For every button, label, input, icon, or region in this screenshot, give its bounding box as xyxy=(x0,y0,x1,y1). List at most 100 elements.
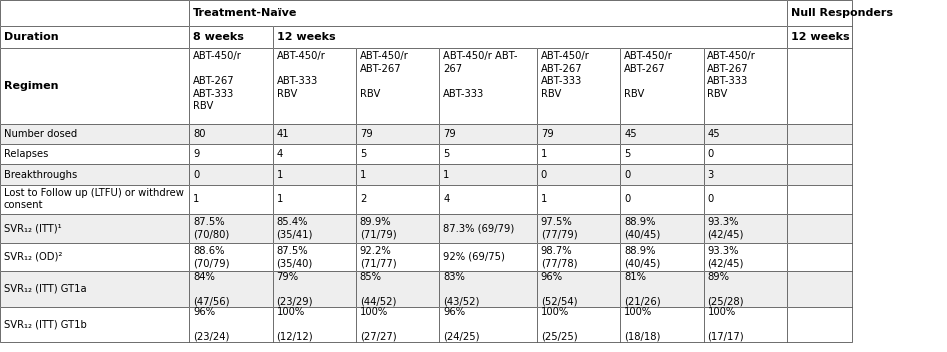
Bar xyxy=(0,214,189,243)
Bar xyxy=(273,214,356,243)
Bar xyxy=(787,164,852,185)
Bar xyxy=(787,214,852,243)
Text: 93.3%
(42/45): 93.3% (42/45) xyxy=(707,246,743,268)
Text: 5: 5 xyxy=(360,149,366,159)
Bar xyxy=(0,185,189,214)
Bar xyxy=(787,164,852,185)
Bar xyxy=(787,124,852,144)
Bar xyxy=(439,214,537,243)
Bar xyxy=(704,48,787,124)
Bar xyxy=(537,164,620,185)
Bar xyxy=(620,124,704,144)
Text: 0: 0 xyxy=(541,170,547,180)
Bar xyxy=(620,124,704,144)
Bar xyxy=(273,48,356,124)
Text: 96%

(23/24): 96% (23/24) xyxy=(193,307,229,341)
Bar xyxy=(439,185,537,214)
Bar xyxy=(356,307,439,342)
Text: 4: 4 xyxy=(443,194,450,204)
Text: 89%

(25/28): 89% (25/28) xyxy=(707,272,744,306)
Text: 85.4%
(35/41): 85.4% (35/41) xyxy=(277,217,313,239)
Bar xyxy=(787,243,852,271)
Bar xyxy=(189,164,273,185)
Bar xyxy=(620,164,704,185)
Text: 97.5%
(77/79): 97.5% (77/79) xyxy=(541,217,578,239)
Bar xyxy=(620,214,704,243)
Text: 92% (69/75): 92% (69/75) xyxy=(443,252,505,262)
Text: 88.9%
(40/45): 88.9% (40/45) xyxy=(624,217,660,239)
Bar xyxy=(189,185,273,214)
Text: ABT-450/r
ABT-267
ABT-333
RBV: ABT-450/r ABT-267 ABT-333 RBV xyxy=(541,51,590,99)
Bar xyxy=(439,164,537,185)
Bar xyxy=(189,124,273,144)
Text: 1: 1 xyxy=(443,170,450,180)
Bar xyxy=(787,26,852,48)
Text: 87.5%
(35/40): 87.5% (35/40) xyxy=(277,246,313,268)
Bar xyxy=(0,144,189,164)
Text: 88.9%
(40/45): 88.9% (40/45) xyxy=(624,246,660,268)
Bar xyxy=(787,243,852,271)
Bar xyxy=(189,48,273,124)
Bar xyxy=(273,164,356,185)
Bar xyxy=(787,214,852,243)
Bar xyxy=(537,124,620,144)
Bar xyxy=(273,271,356,307)
Bar xyxy=(273,48,356,124)
Text: 79%

(23/29): 79% (23/29) xyxy=(277,272,313,306)
Text: Duration: Duration xyxy=(4,32,59,42)
Bar xyxy=(0,26,189,48)
Bar xyxy=(704,185,787,214)
Bar xyxy=(273,307,356,342)
Text: 100%

(18/18): 100% (18/18) xyxy=(624,307,660,341)
Bar xyxy=(356,124,439,144)
Bar xyxy=(620,48,704,124)
Bar xyxy=(787,307,852,342)
Text: 45: 45 xyxy=(707,129,720,139)
Bar xyxy=(273,243,356,271)
Bar xyxy=(439,271,537,307)
Bar xyxy=(537,307,620,342)
Bar xyxy=(189,144,273,164)
Text: ABT-450/r

ABT-333
RBV: ABT-450/r ABT-333 RBV xyxy=(277,51,326,99)
Bar xyxy=(0,124,189,144)
Bar xyxy=(0,307,189,342)
Bar xyxy=(620,144,704,164)
Bar xyxy=(704,271,787,307)
Bar xyxy=(787,271,852,307)
Bar xyxy=(189,0,787,26)
Text: 41: 41 xyxy=(277,129,289,139)
Text: 88.6%
(70/79): 88.6% (70/79) xyxy=(193,246,230,268)
Bar xyxy=(356,48,439,124)
Text: 0: 0 xyxy=(707,194,714,204)
Bar xyxy=(356,271,439,307)
Bar xyxy=(787,26,852,48)
Bar xyxy=(189,144,273,164)
Bar xyxy=(704,164,787,185)
Bar xyxy=(356,185,439,214)
Bar xyxy=(439,185,537,214)
Text: ABT-450/r
ABT-267

RBV: ABT-450/r ABT-267 RBV xyxy=(360,51,409,99)
Bar xyxy=(537,48,620,124)
Bar xyxy=(0,307,189,342)
Bar xyxy=(0,271,189,307)
Bar xyxy=(537,144,620,164)
Bar xyxy=(273,144,356,164)
Text: 79: 79 xyxy=(360,129,372,139)
Bar xyxy=(189,307,273,342)
Text: SVR₁₂ (ITT) GT1a: SVR₁₂ (ITT) GT1a xyxy=(4,284,86,294)
Text: 100%

(27/27): 100% (27/27) xyxy=(360,307,397,341)
Bar xyxy=(356,124,439,144)
Text: 89.9%
(71/79): 89.9% (71/79) xyxy=(360,217,397,239)
Bar xyxy=(620,185,704,214)
Bar xyxy=(439,48,537,124)
Bar xyxy=(0,271,189,307)
Bar xyxy=(537,243,620,271)
Text: 0: 0 xyxy=(193,170,200,180)
Bar xyxy=(439,214,537,243)
Bar xyxy=(356,271,439,307)
Text: 12 weeks: 12 weeks xyxy=(791,32,849,42)
Bar xyxy=(439,243,537,271)
Bar xyxy=(439,307,537,342)
Bar xyxy=(787,48,852,124)
Text: SVR₁₂ (ITT)¹: SVR₁₂ (ITT)¹ xyxy=(4,223,62,233)
